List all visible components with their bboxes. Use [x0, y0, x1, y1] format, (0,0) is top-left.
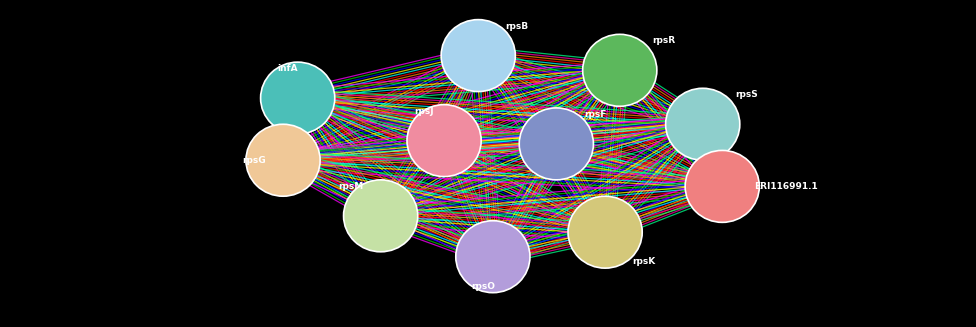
Ellipse shape	[456, 221, 530, 293]
Ellipse shape	[685, 150, 759, 222]
Text: ERI116991.1: ERI116991.1	[753, 182, 818, 191]
Text: rpsS: rpsS	[735, 90, 758, 99]
Text: rpsK: rpsK	[632, 257, 656, 266]
Text: rpsM: rpsM	[339, 182, 364, 191]
Text: rpsB: rpsB	[506, 22, 529, 31]
Ellipse shape	[344, 180, 418, 252]
Ellipse shape	[666, 88, 740, 160]
Text: rpsJ: rpsJ	[415, 107, 434, 116]
Text: rpsR: rpsR	[652, 36, 675, 45]
Text: rpsG: rpsG	[242, 156, 265, 165]
Text: rpsO: rpsO	[471, 282, 495, 291]
Text: rpsF: rpsF	[585, 110, 606, 119]
Ellipse shape	[441, 20, 515, 92]
Ellipse shape	[519, 108, 593, 180]
Ellipse shape	[261, 62, 335, 134]
Ellipse shape	[583, 34, 657, 106]
Ellipse shape	[407, 105, 481, 177]
Ellipse shape	[568, 196, 642, 268]
Ellipse shape	[246, 124, 320, 196]
Text: infA: infA	[277, 64, 299, 73]
